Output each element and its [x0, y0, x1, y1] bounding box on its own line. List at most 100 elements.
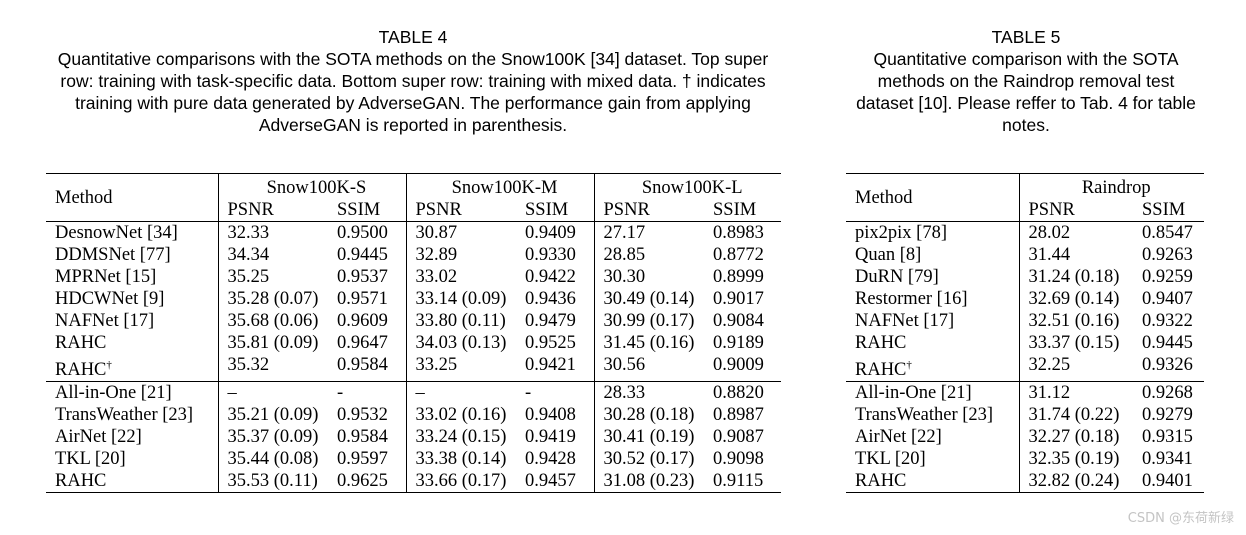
ssim-cell: 0.9422 — [525, 267, 576, 287]
ssim-cell: 0.9098 — [713, 449, 764, 469]
method-cell: pix2pix [78] — [846, 221, 1019, 244]
ssim-cell: 0.9189 — [713, 333, 764, 353]
table-row: All-in-One [21] 31.12 0.9268 — [846, 381, 1204, 404]
psnr-header: PSNR — [593, 199, 704, 222]
ssim-cell: 0.8999 — [713, 267, 764, 287]
table-row: DDMSNet [77] 34.34 0.9445 32.89 0.9330 28.85 0… — [46, 244, 781, 266]
method-header: Method — [855, 187, 913, 208]
table4-caption-line: Quantitative comparisons with the SOTA m… — [57, 49, 769, 69]
psnr-cell: 35.21 (0.09) — [217, 404, 328, 426]
psnr-cell: 32.51 (0.16) — [1018, 310, 1133, 332]
dagger-mark: † — [106, 359, 112, 371]
psnr-header: PSNR — [1018, 199, 1133, 222]
psnr-cell: 35.68 (0.06) — [217, 310, 328, 332]
table5-caption-line: Quantitative comparison with the SOTA — [873, 49, 1179, 69]
ssim-cell: 0.9537 — [337, 267, 388, 287]
method-cell: RAHC — [846, 332, 1019, 354]
psnr-cell: 34.03 (0.13) — [405, 332, 516, 354]
psnr-cell: 33.02 — [405, 266, 516, 288]
ssim-cell: 0.9401 — [1142, 471, 1193, 491]
table-row: RAHC 35.81 (0.09) 0.9647 34.03 (0.13) 0.9525… — [46, 332, 781, 354]
psnr-cell: 30.56 — [593, 354, 704, 382]
ssim-cell: 0.9326 — [1142, 355, 1193, 375]
method-name: RAHC — [855, 471, 907, 491]
ssim-header: SSIM — [337, 200, 381, 220]
table-subheader-row: PSNR SSIM PSNR SSIM PSNR SSIM — [46, 199, 781, 222]
psnr-cell: 35.37 (0.09) — [217, 426, 328, 448]
method-cell: RAHC — [46, 332, 218, 354]
ssim-cell: 0.9421 — [525, 355, 576, 375]
ssim-cell: - — [328, 381, 406, 404]
ssim-cell: 0.9259 — [1142, 267, 1193, 287]
ssim-cell: 0.8547 — [1133, 221, 1204, 244]
ssim-cell: 0.9409 — [516, 221, 594, 244]
psnr-cell: 33.80 (0.11) — [405, 310, 516, 332]
method-name: RAHC — [855, 333, 907, 353]
table-row: AirNet [22] 32.27 (0.18) 0.9315 — [846, 426, 1204, 448]
psnr-cell: 31.12 — [1018, 381, 1133, 404]
method-cell: DuRN [79] — [846, 266, 1019, 288]
psnr-cell: 32.35 (0.19) — [1018, 448, 1133, 470]
psnr-cell: 30.28 (0.18) — [593, 404, 704, 426]
psnr-cell: 32.82 (0.24) — [1018, 470, 1133, 493]
dagger-mark: † — [906, 359, 912, 371]
psnr-cell: 30.87 — [405, 221, 516, 244]
table-row: DesnowNet [34] 32.33 0.9500 30.87 0.9409 27.1… — [46, 221, 781, 244]
table-row: Restormer [16] 32.69 (0.14) 0.9407 — [846, 288, 1204, 310]
method-name: DDMSNet [77] — [55, 245, 171, 265]
table-row: DuRN [79] 31.24 (0.18) 0.9259 — [846, 266, 1204, 288]
table4-title: TABLE 4 — [378, 27, 448, 47]
table-row: RAHC 32.82 (0.24) 0.9401 — [846, 470, 1204, 493]
table-row: RAHC 35.53 (0.11) 0.9625 33.66 (0.17) 0.9457… — [46, 470, 781, 493]
psnr-cell: 33.66 (0.17) — [405, 470, 516, 493]
ssim-cell: 0.9625 — [337, 471, 388, 491]
table5-caption-line: notes. — [1002, 115, 1050, 135]
method-name: RAHC — [55, 333, 107, 353]
psnr-cell: 35.44 (0.08) — [217, 448, 328, 470]
psnr-cell: 33.14 (0.09) — [405, 288, 516, 310]
ssim-cell: 0.9407 — [1142, 289, 1193, 309]
table4-caption-line: AdverseGAN is reported in parenthesis. — [258, 115, 568, 135]
ssim-header: SSIM — [713, 200, 757, 220]
ssim-cell: 0.9609 — [337, 311, 388, 331]
ssim-cell: 0.8983 — [704, 221, 781, 244]
table-row: RAHC† 35.32 0.9584 33.25 0.9421 30.56 0.9009 — [46, 354, 781, 382]
method-name: HDCWNet [9] — [55, 289, 165, 309]
psnr-cell: 31.74 (0.22) — [1018, 404, 1133, 426]
ssim-cell: 0.9525 — [525, 333, 576, 353]
table-row: Quan [8] 31.44 0.9263 — [846, 244, 1204, 266]
method-cell: TKL [20] — [846, 448, 1019, 470]
method-name: MPRNet [15] — [55, 267, 157, 287]
method-name: Restormer [16] — [855, 289, 968, 309]
ssim-cell: 0.9428 — [525, 449, 576, 469]
table5-caption: TABLE 5 Quantitative comparison with the… — [828, 26, 1224, 136]
table-row: TransWeather [23] 35.21 (0.09) 0.9532 33.02… — [46, 404, 781, 426]
ssim-cell: 0.9584 — [337, 355, 388, 375]
table-header-row: Method Raindrop — [846, 173, 1204, 208]
ssim-cell: 0.9647 — [337, 333, 388, 353]
ssim-cell: 0.9584 — [337, 427, 388, 447]
method-name: pix2pix [78] — [855, 223, 947, 243]
method-name: AirNet [22] — [855, 427, 942, 447]
method-name: RAHC — [55, 360, 107, 380]
ssim-cell: 0.9445 — [337, 245, 388, 265]
method-name: NAFNet [17] — [855, 311, 955, 331]
ssim-cell: 0.9436 — [525, 289, 576, 309]
psnr-cell: 28.02 — [1018, 221, 1133, 244]
ssim-cell: 0.9500 — [328, 221, 406, 244]
psnr-cell: 31.08 (0.23) — [593, 470, 704, 493]
psnr-cell: 31.45 (0.16) — [593, 332, 704, 354]
method-cell: Quan [8] — [846, 244, 1019, 266]
psnr-cell: 34.34 — [217, 244, 328, 266]
method-name: All-in-One [21] — [55, 383, 172, 403]
table4-caption-line: row: training with task-specific data. B… — [60, 71, 766, 91]
snow100k-m-header: Snow100K-M — [405, 173, 594, 199]
method-cell: DDMSNet [77] — [46, 244, 218, 266]
table-row: TransWeather [23] 31.74 (0.22) 0.9279 — [846, 404, 1204, 426]
psnr-cell: 30.52 (0.17) — [593, 448, 704, 470]
psnr-cell: 32.69 (0.14) — [1018, 288, 1133, 310]
table-row: NAFNet [17] 32.51 (0.16) 0.9322 — [846, 310, 1204, 332]
psnr-cell: 30.49 (0.14) — [593, 288, 704, 310]
psnr-cell: 30.41 (0.19) — [593, 426, 704, 448]
method-cell: TransWeather [23] — [46, 404, 218, 426]
